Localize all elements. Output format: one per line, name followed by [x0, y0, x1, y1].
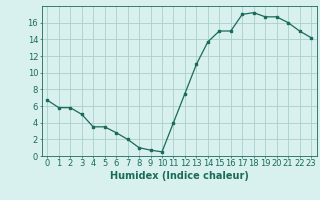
- X-axis label: Humidex (Indice chaleur): Humidex (Indice chaleur): [110, 171, 249, 181]
